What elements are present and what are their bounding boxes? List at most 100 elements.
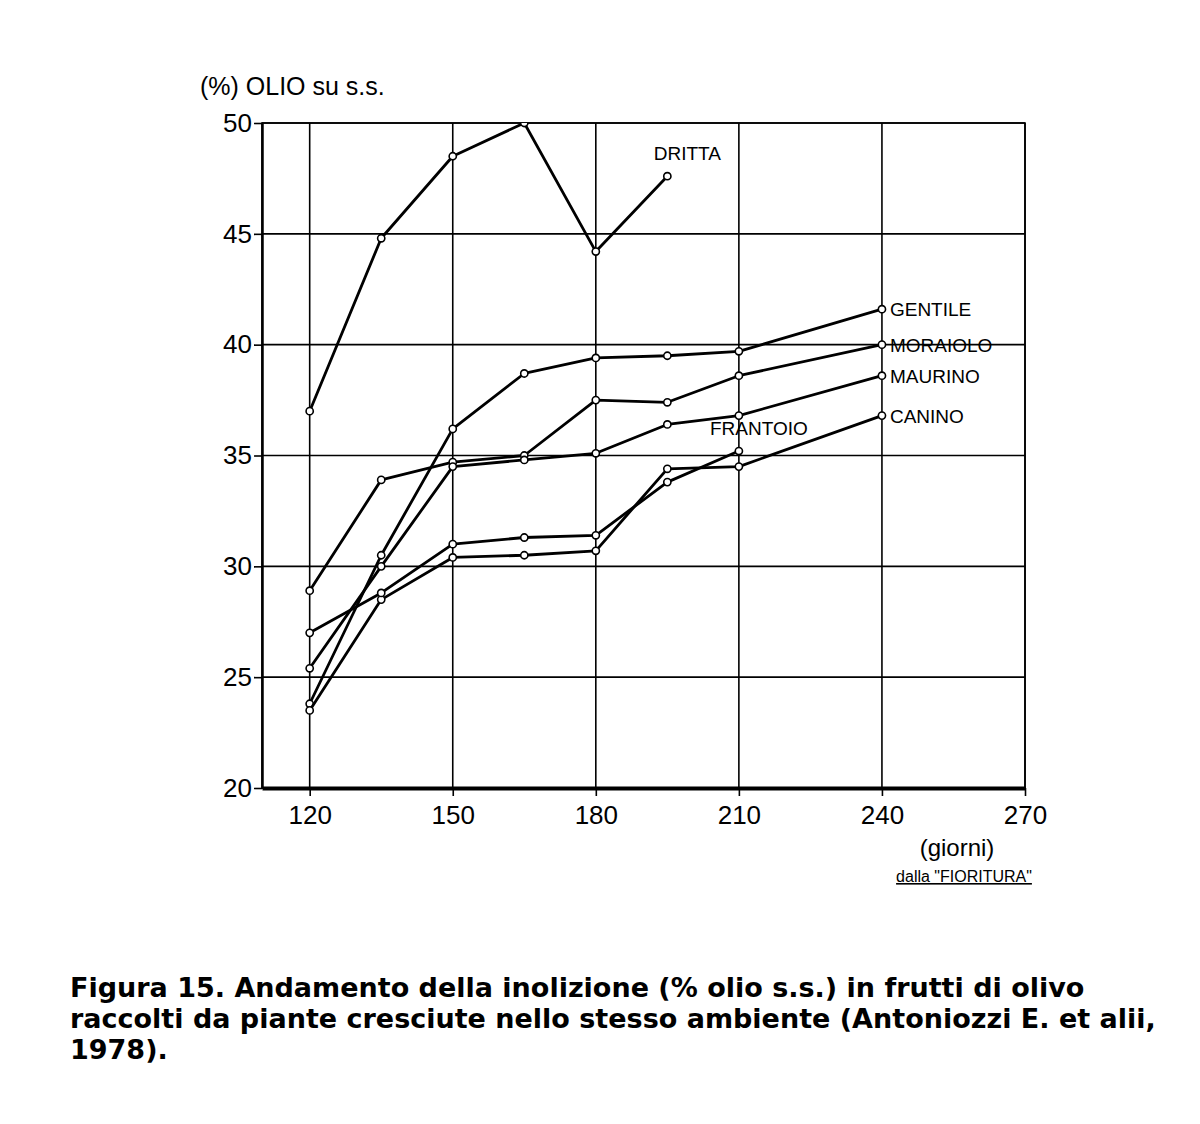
y-grid-line bbox=[262, 233, 1025, 235]
series-marker bbox=[521, 123, 528, 127]
y-tick-mark bbox=[254, 677, 262, 679]
plot-frame bbox=[262, 123, 1025, 788]
y-tick-label: 20 bbox=[223, 773, 252, 803]
y-grid-line bbox=[262, 455, 1025, 457]
y-tick-label: 50 bbox=[223, 108, 252, 138]
y-tick: 45 bbox=[223, 219, 262, 249]
x-tick-label: 120 bbox=[288, 800, 331, 830]
series-label: CANINO bbox=[890, 406, 964, 427]
x-tick-mark bbox=[596, 788, 598, 796]
x-tick-mark bbox=[309, 788, 311, 796]
y-tick-mark bbox=[254, 788, 262, 790]
y-tick-mark bbox=[254, 455, 262, 457]
series-marker bbox=[378, 235, 385, 242]
x-tick-mark bbox=[882, 788, 884, 796]
x-axis: 120 150 180 210 240 270 bbox=[263, 788, 1048, 830]
y-tick-mark bbox=[254, 344, 262, 346]
series-marker bbox=[306, 629, 313, 636]
x-tick-label: 270 bbox=[1004, 800, 1047, 830]
series-marker bbox=[592, 354, 599, 361]
y-tick-label: 45 bbox=[223, 219, 252, 249]
x-tick: 150 bbox=[432, 788, 475, 830]
series-marker bbox=[306, 665, 313, 672]
series-line bbox=[310, 376, 882, 669]
y-tick-label: 30 bbox=[223, 551, 252, 581]
series-marker bbox=[449, 425, 456, 432]
caption: Figura 15. Andamento della inolizione (%… bbox=[70, 972, 1160, 1065]
y-tick-mark bbox=[254, 566, 262, 568]
y-axis: 20 25 30 35 40 45 50 bbox=[223, 108, 262, 803]
y-tick-mark bbox=[254, 234, 262, 236]
x-axis-line bbox=[263, 787, 1026, 791]
x-tick-label: 180 bbox=[575, 800, 618, 830]
series-marker bbox=[521, 456, 528, 463]
y-tick: 25 bbox=[223, 662, 262, 692]
y-grid-line bbox=[262, 787, 1025, 789]
series-marker bbox=[521, 534, 528, 541]
series-label: GENTILE bbox=[890, 299, 971, 320]
series-marker bbox=[878, 372, 885, 379]
x-tick-mark bbox=[452, 788, 454, 796]
series-marker bbox=[449, 463, 456, 470]
series-marker bbox=[664, 479, 671, 486]
series-marker bbox=[592, 450, 599, 457]
series-marker bbox=[592, 248, 599, 255]
x-tick: 210 bbox=[718, 788, 761, 830]
y-tick: 50 bbox=[223, 108, 262, 138]
series-marker bbox=[735, 463, 742, 470]
x-tick: 240 bbox=[861, 788, 904, 830]
x-tick-mark bbox=[739, 788, 741, 796]
series-marker bbox=[306, 707, 313, 714]
annotation: dalla "FIORITURA" bbox=[896, 868, 1032, 885]
series-marker bbox=[378, 552, 385, 559]
series-label: MAURINO bbox=[890, 366, 980, 387]
y-tick-label: 35 bbox=[223, 440, 252, 470]
series-marker bbox=[664, 421, 671, 428]
grid bbox=[262, 123, 1025, 788]
series-label: MORAIOLO bbox=[890, 335, 992, 356]
series-marker bbox=[735, 348, 742, 355]
series-marker bbox=[378, 563, 385, 570]
series-marker bbox=[521, 552, 528, 559]
plot-area bbox=[306, 123, 885, 714]
series-marker bbox=[521, 370, 528, 377]
series-marker bbox=[664, 399, 671, 406]
x-tick: 180 bbox=[575, 788, 618, 830]
x-tick: 120 bbox=[288, 788, 331, 830]
y-tick-mark bbox=[254, 123, 262, 125]
y-axis-title: (%) OLIO su s.s. bbox=[200, 72, 385, 100]
series-marker bbox=[378, 589, 385, 596]
y-tick: 30 bbox=[223, 551, 262, 581]
y-tick-label: 25 bbox=[223, 662, 252, 692]
x-tick-label: 210 bbox=[718, 800, 761, 830]
series-marker bbox=[664, 352, 671, 359]
x-tick: 270 bbox=[1004, 788, 1047, 830]
series-marker bbox=[878, 412, 885, 419]
series-marker bbox=[878, 341, 885, 348]
x-tick-mark bbox=[1025, 788, 1027, 796]
series-label: FRANTOIO bbox=[710, 418, 808, 439]
series-marker bbox=[592, 547, 599, 554]
series-label: DRITTA bbox=[654, 143, 722, 164]
series-marker bbox=[664, 465, 671, 472]
series-labels: DRITTA GENTILE MORAIOLO MAURINO CANINO FRANTO… bbox=[654, 143, 993, 439]
y-tick: 20 bbox=[223, 773, 262, 803]
series-line bbox=[310, 309, 882, 704]
series-marker bbox=[735, 447, 742, 454]
series-line bbox=[310, 345, 882, 591]
series-line bbox=[310, 416, 882, 711]
series-marker bbox=[306, 408, 313, 415]
series-line bbox=[310, 451, 739, 633]
series-marker bbox=[735, 372, 742, 379]
y-tick: 40 bbox=[223, 329, 262, 359]
series-marker bbox=[878, 306, 885, 313]
series-marker bbox=[449, 541, 456, 548]
y-tick-label: 40 bbox=[223, 329, 252, 359]
x-axis-title: (giorni) bbox=[920, 834, 995, 861]
x-tick-label: 240 bbox=[861, 800, 904, 830]
series-marker bbox=[449, 554, 456, 561]
series-marker bbox=[592, 396, 599, 403]
series-marker bbox=[306, 587, 313, 594]
series-marker bbox=[592, 532, 599, 539]
series-line bbox=[310, 123, 668, 411]
